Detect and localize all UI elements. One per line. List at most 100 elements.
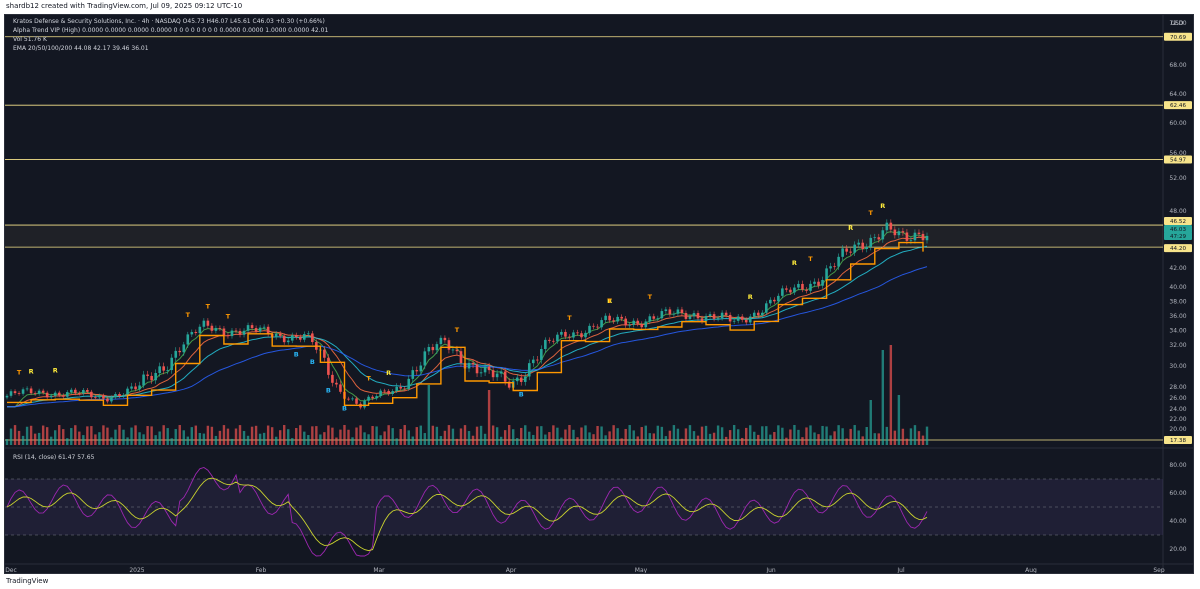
candle-body — [483, 366, 487, 373]
volume-bar — [463, 425, 467, 445]
time-tick-label: Sep — [1153, 567, 1165, 573]
candle-body — [624, 318, 627, 326]
candle-body — [584, 332, 587, 338]
candle-body — [628, 324, 632, 326]
volume-bar — [339, 429, 342, 445]
candle-body — [789, 289, 792, 293]
tradingview-logo: TradingView — [6, 577, 49, 585]
volume-bar — [395, 438, 398, 445]
legend-ema: EMA 20/50/100/200 44.08 42.17 39.46 36.0… — [13, 45, 149, 52]
volume-bar — [556, 427, 559, 445]
candle-body — [206, 320, 210, 326]
volume-bar — [576, 437, 579, 445]
volume-bar — [720, 427, 724, 445]
volume-bar — [805, 427, 808, 445]
candle-body — [262, 326, 266, 328]
candle-body — [61, 395, 65, 397]
candle-body — [889, 222, 893, 230]
volume-bar — [218, 430, 222, 445]
candle-body — [9, 391, 13, 396]
volume-bar — [881, 350, 885, 445]
volume-bar — [769, 434, 772, 445]
volume-bar — [564, 429, 567, 445]
volume-bar — [363, 432, 366, 445]
signal-marker-b: B — [342, 405, 347, 413]
volume-bar — [692, 431, 696, 445]
candle-body — [439, 337, 443, 345]
price-label-box — [1164, 225, 1192, 234]
candle-body — [154, 373, 157, 381]
volume-bar — [150, 426, 153, 445]
candle-body — [540, 348, 543, 360]
volume-bar — [660, 426, 664, 445]
candle-body — [447, 340, 451, 350]
candle-body — [142, 374, 145, 386]
price-label-box — [1164, 155, 1192, 164]
volume-bar — [740, 437, 744, 445]
volume-bar — [516, 438, 519, 445]
volume-bar — [503, 430, 507, 445]
volume-bar — [170, 438, 173, 445]
candle-body — [640, 323, 644, 328]
signal-marker-t: T — [869, 209, 874, 217]
volume-bar — [813, 432, 816, 445]
volume-bar — [162, 425, 165, 445]
volume-bar — [311, 426, 314, 445]
time-tick-label: 2025 — [129, 567, 144, 573]
volume-bar — [206, 425, 210, 445]
signal-marker-r: R — [792, 259, 797, 267]
volume-bar — [399, 429, 402, 445]
candle-body — [536, 359, 539, 361]
volume-bar — [845, 438, 848, 445]
candle-body — [387, 390, 390, 394]
rsi-tick-label: 20.00 — [1169, 546, 1186, 553]
price-label-text: 54.97 — [1170, 157, 1186, 163]
signal-marker-r: R — [848, 224, 853, 232]
volume-bar — [146, 426, 149, 445]
candle-body — [403, 388, 407, 390]
candle-body — [174, 350, 178, 358]
candle-body — [21, 389, 25, 394]
volume-bar — [278, 430, 282, 445]
volume-bar — [781, 427, 784, 445]
candle-body — [130, 386, 133, 389]
candle-body — [568, 336, 571, 338]
candle-body — [600, 320, 603, 328]
volume-bar — [254, 425, 258, 445]
volume-bar — [299, 425, 302, 445]
candle-body — [226, 335, 230, 337]
volume-bar — [106, 427, 109, 445]
price-label-box — [1164, 232, 1192, 241]
volume-bar — [62, 429, 65, 445]
volume-bar — [728, 430, 732, 445]
rsi-ma-line — [6, 477, 928, 552]
volume-bar — [451, 428, 455, 445]
candle-body — [383, 390, 386, 392]
volume-bar — [925, 426, 929, 445]
chart-frame[interactable]: USD 20.00 22.00 24.00 26.00 28.00 30.00 32.00 34… — [4, 14, 1194, 574]
volume-bar — [411, 436, 414, 445]
candle-body — [274, 333, 278, 338]
candle-body — [17, 393, 21, 394]
candle-body — [355, 398, 358, 404]
ema100-line — [7, 245, 928, 408]
volume-bar — [198, 432, 202, 445]
volume-bar — [287, 429, 290, 445]
candle-body — [873, 237, 877, 239]
volume-bar — [70, 428, 73, 445]
candle-body — [110, 397, 113, 402]
candle-body — [5, 395, 9, 398]
candle-body — [660, 311, 664, 319]
candle-body — [367, 396, 370, 401]
volume-bar — [419, 425, 422, 445]
candle-body — [238, 330, 242, 335]
volume-bar — [552, 425, 555, 445]
volume-bar — [877, 433, 880, 445]
candle-body — [692, 313, 696, 317]
price-chart[interactable]: USD 20.00 22.00 24.00 26.00 28.00 30.00 32.00 34… — [5, 15, 1193, 573]
candle-body — [33, 393, 37, 394]
candle-body — [186, 334, 190, 345]
candle-body — [556, 334, 559, 342]
candle-body — [53, 392, 57, 396]
volume-bar — [443, 430, 447, 445]
